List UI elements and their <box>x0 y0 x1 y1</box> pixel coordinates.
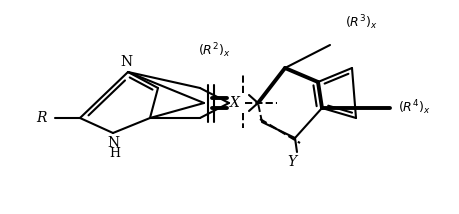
Text: N: N <box>107 136 119 150</box>
Text: X: X <box>230 96 240 110</box>
Text: R: R <box>37 111 47 125</box>
Text: $(R^4)_x$: $(R^4)_x$ <box>398 99 431 117</box>
Text: $(R^2)_x$: $(R^2)_x$ <box>198 41 230 60</box>
Text: Y: Y <box>287 155 297 169</box>
Text: N: N <box>120 55 132 69</box>
Text: H: H <box>110 147 121 160</box>
Text: $(R^3)_x$: $(R^3)_x$ <box>345 13 378 32</box>
